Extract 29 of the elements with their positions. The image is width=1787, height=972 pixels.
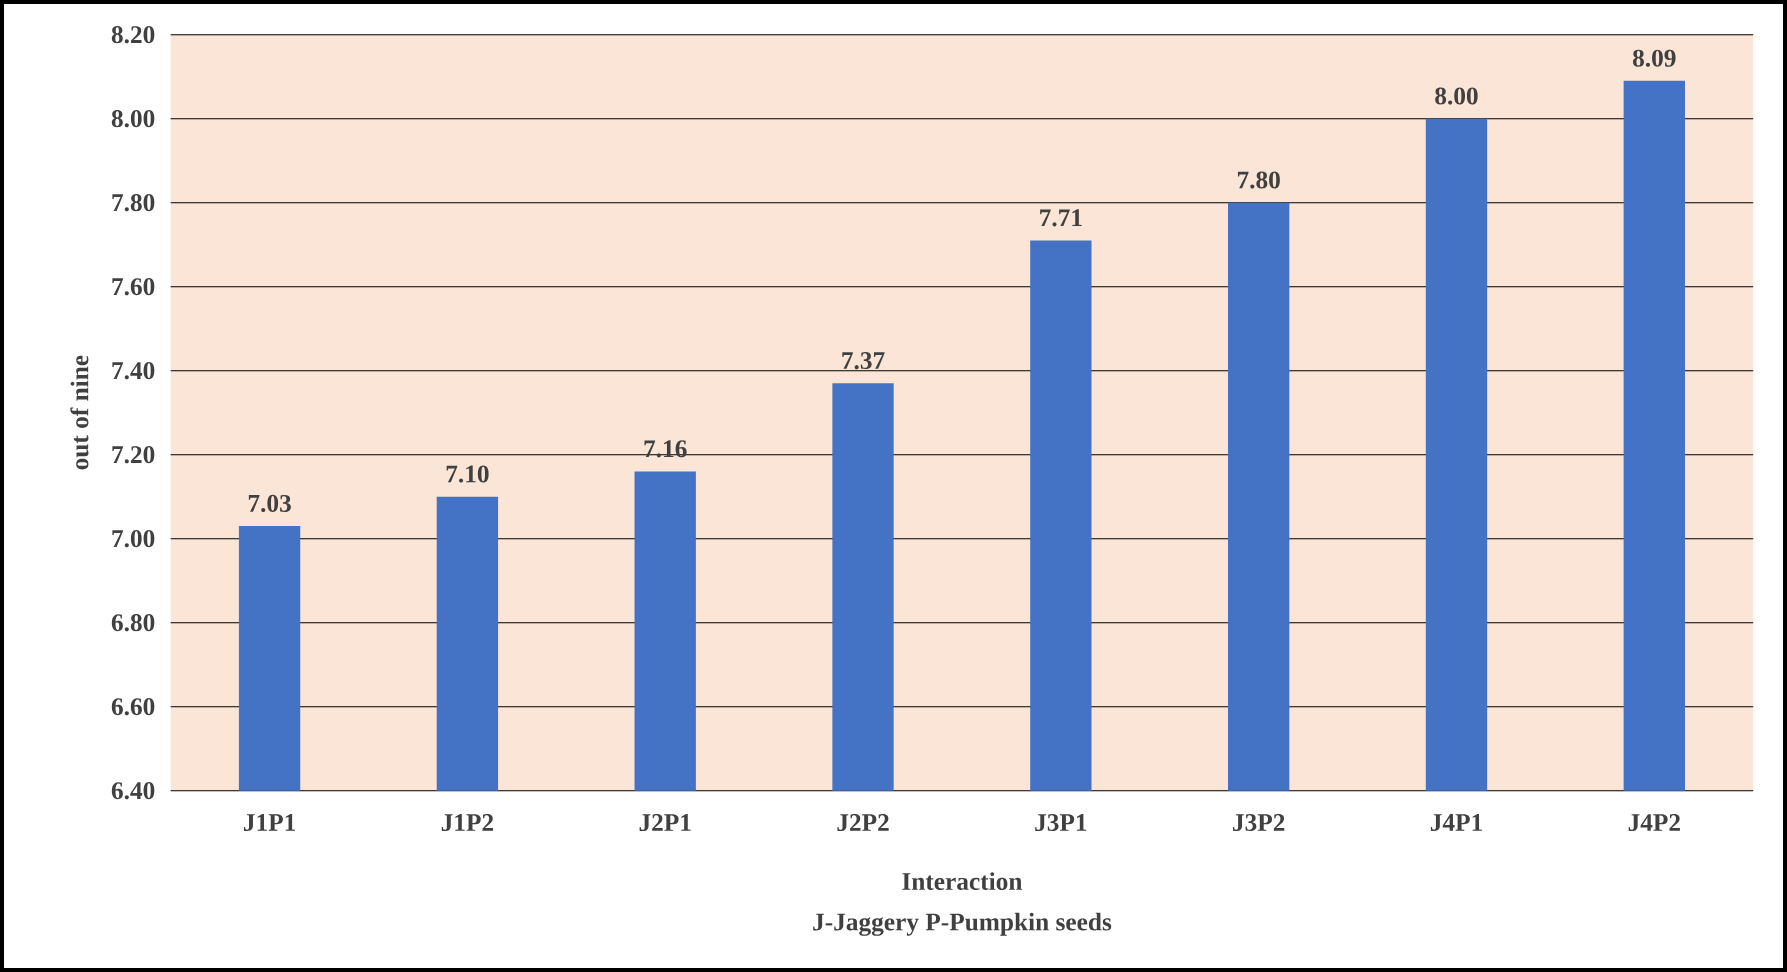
x-axis-title: Interaction — [902, 872, 1023, 891]
x-tick-label: J1P1 — [243, 814, 296, 832]
y-tick-label: 7.20 — [112, 446, 155, 464]
y-tick-label: 8.20 — [111, 26, 155, 44]
data-label: 8.09 — [1632, 49, 1676, 67]
y-axis-title: out of nine — [70, 355, 89, 470]
x-tick-label: J4P2 — [1628, 814, 1680, 832]
y-tick-label: 7.80 — [112, 194, 155, 212]
y-tick-label: 7.00 — [112, 530, 155, 548]
x-tick-label: J3P1 — [1035, 814, 1087, 832]
y-tick-label: 7.40 — [112, 362, 155, 380]
data-label: 7.10 — [446, 465, 489, 483]
data-label: 7.03 — [248, 494, 291, 513]
data-label: 7.71 — [1040, 209, 1082, 227]
x-tick-label: J2P2 — [837, 814, 889, 832]
data-label: 7.80 — [1237, 171, 1280, 189]
y-tick-label: 7.60 — [112, 278, 155, 296]
y-tick-label: 6.40 — [111, 782, 155, 800]
y-tick-label: 8.00 — [111, 110, 155, 128]
data-label: 7.16 — [644, 440, 687, 458]
x-tick-label: J3P2 — [1233, 814, 1285, 832]
y-tick-label: 6.80 — [111, 614, 155, 632]
text: J-Jaggery P-Pumpkin seeds — [813, 912, 1112, 936]
x-tick-label: J1P2 — [441, 814, 494, 832]
y-tick-label: 6.60 — [111, 698, 155, 716]
data-label: 7.37 — [842, 352, 885, 370]
x-tick-label: J4P1 — [1430, 814, 1482, 832]
data-label: 8.00 — [1435, 87, 1478, 105]
x-tick-label: J2P1 — [639, 814, 691, 832]
